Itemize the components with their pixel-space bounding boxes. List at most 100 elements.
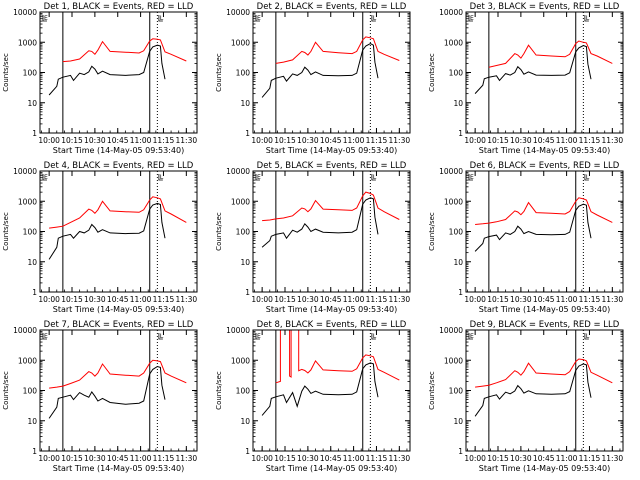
chart-panel-det-8: Det 8, BLACK = Events, RED = LLD Counts/s… xyxy=(215,320,411,473)
y-tick-label: 100 xyxy=(23,69,38,78)
x-tick-label: 11:00 xyxy=(130,295,152,304)
y-tick-label: 10000 xyxy=(13,8,37,17)
y-axis-label: Counts/sec xyxy=(2,212,10,251)
plot-frame xyxy=(39,170,198,293)
x-tick-label: 10:15 xyxy=(487,454,509,463)
y-tick-label: 1 xyxy=(245,288,250,297)
y-tick-label: 100 xyxy=(236,228,251,237)
x-tick-label: 11:00 xyxy=(343,295,365,304)
x-tick-label: 10:15 xyxy=(274,136,296,145)
y-tick-label: 10 xyxy=(453,417,463,426)
marker-l-label: L xyxy=(160,174,164,181)
y-tick-label: 10 xyxy=(27,99,37,108)
plot-frame xyxy=(39,11,198,134)
x-tick-label: 10:45 xyxy=(320,295,342,304)
y-tick-label: 1000 xyxy=(18,197,37,206)
x-axis-label: Start Time (14-May-05 09:53:40) xyxy=(266,146,397,155)
marker-e-label: E xyxy=(257,174,261,181)
chart-panel-det-3: Det 3, BLACK = Events, RED = LLD Counts/s… xyxy=(428,2,624,155)
x-axis-label: Start Time (14-May-05 09:53:40) xyxy=(479,146,610,155)
marker-e-label: E xyxy=(470,15,474,22)
y-tick-label: 10000 xyxy=(439,167,463,176)
x-tick-label: 10:15 xyxy=(61,136,83,145)
x-tick-label: 10:30 xyxy=(84,454,106,463)
marker-l-label: L xyxy=(373,15,377,22)
series-lld-red-line xyxy=(49,196,187,229)
x-tick-label: 10:00 xyxy=(464,136,486,145)
y-axis-label: Counts/sec xyxy=(428,53,436,92)
y-axis-label: Counts/sec xyxy=(428,212,436,251)
x-tick-label: 10:45 xyxy=(533,454,555,463)
y-axis-label: Counts/sec xyxy=(215,212,223,251)
plot-frame xyxy=(252,170,411,293)
y-tick-label: 100 xyxy=(23,387,38,396)
chart-title: Det 2, BLACK = Events, RED = LLD xyxy=(257,2,407,12)
x-tick-label: 11:00 xyxy=(556,136,578,145)
x-axis-label: Start Time (14-May-05 09:53:40) xyxy=(53,146,184,155)
x-tick-label: 11:15 xyxy=(579,136,601,145)
y-tick-label: 10 xyxy=(27,258,37,267)
x-tick-label: 11:15 xyxy=(153,136,175,145)
x-tick-label: 10:45 xyxy=(320,454,342,463)
marker-l-bracket xyxy=(584,15,589,22)
y-tick-label: 100 xyxy=(449,69,464,78)
y-tick-label: 10000 xyxy=(226,167,250,176)
x-tick-label: 10:45 xyxy=(320,136,342,145)
y-tick-label: 1000 xyxy=(444,197,463,206)
x-tick-label: 11:15 xyxy=(366,295,388,304)
x-tick-label: 11:15 xyxy=(579,295,601,304)
series-events-black-line xyxy=(474,203,592,252)
x-tick-label: 10:30 xyxy=(510,136,532,145)
marker-l-label: L xyxy=(160,15,164,22)
x-tick-label: 11:15 xyxy=(153,295,175,304)
x-tick-label: 10:15 xyxy=(487,295,509,304)
x-axis-label: Start Time (14-May-05 09:53:40) xyxy=(266,305,397,314)
x-tick-label: 10:00 xyxy=(251,454,273,463)
x-tick-label: 10:00 xyxy=(464,454,486,463)
series-lld-red-line xyxy=(488,40,613,68)
series-events-black-line xyxy=(261,197,379,248)
y-tick-label: 100 xyxy=(23,228,38,237)
x-tick-label: 11:30 xyxy=(602,295,624,304)
marker-l-bracket xyxy=(371,174,376,181)
chart-panel-det-2: Det 2, BLACK = Events, RED = LLD Counts/s… xyxy=(215,2,411,155)
marker-e-bracket xyxy=(255,333,260,340)
chart-panel-det-5: Det 5, BLACK = Events, RED = LLD Counts/s… xyxy=(215,161,411,314)
y-tick-label: 10 xyxy=(453,99,463,108)
chart-panel-det-1: Det 1, BLACK = Events, RED = LLD Counts/s… xyxy=(2,2,198,155)
chart-title: Det 7, BLACK = Events, RED = LLD xyxy=(44,320,194,330)
x-tick-label: 10:00 xyxy=(251,136,273,145)
series-events-black-line xyxy=(48,365,166,419)
marker-e-label: E xyxy=(44,15,48,22)
marker-e-label: E xyxy=(470,333,474,340)
x-tick-label: 11:30 xyxy=(176,454,198,463)
y-tick-label: 10000 xyxy=(439,326,463,335)
y-tick-label: 1 xyxy=(458,288,463,297)
x-tick-label: 10:00 xyxy=(38,295,60,304)
x-tick-label: 10:30 xyxy=(297,295,319,304)
y-tick-label: 1 xyxy=(32,447,37,456)
series-events-black-line xyxy=(48,202,166,260)
series-lld-red-line xyxy=(275,36,400,64)
x-tick-label: 10:15 xyxy=(61,295,83,304)
y-tick-label: 1000 xyxy=(444,38,463,47)
x-tick-label: 11:15 xyxy=(579,454,601,463)
y-tick-label: 1000 xyxy=(444,356,463,365)
y-tick-label: 10 xyxy=(453,258,463,267)
series-events-black-line xyxy=(474,363,592,417)
x-tick-label: 10:15 xyxy=(274,454,296,463)
chart-panel-det-9: Det 9, BLACK = Events, RED = LLD Counts/s… xyxy=(428,320,624,473)
marker-l-bracket xyxy=(158,15,163,22)
marker-l-label: L xyxy=(586,15,590,22)
x-axis-label: Start Time (14-May-05 09:53:40) xyxy=(53,305,184,314)
x-tick-label: 11:00 xyxy=(343,136,365,145)
y-tick-label: 10000 xyxy=(226,8,250,17)
series-lld-red-line xyxy=(262,191,400,222)
x-tick-label: 11:30 xyxy=(602,454,624,463)
marker-e-bracket xyxy=(468,174,473,181)
y-tick-label: 10000 xyxy=(439,8,463,17)
y-tick-label: 100 xyxy=(236,387,251,396)
marker-l-bracket xyxy=(584,333,589,340)
marker-l-bracket xyxy=(371,333,376,340)
x-tick-label: 10:45 xyxy=(533,295,555,304)
